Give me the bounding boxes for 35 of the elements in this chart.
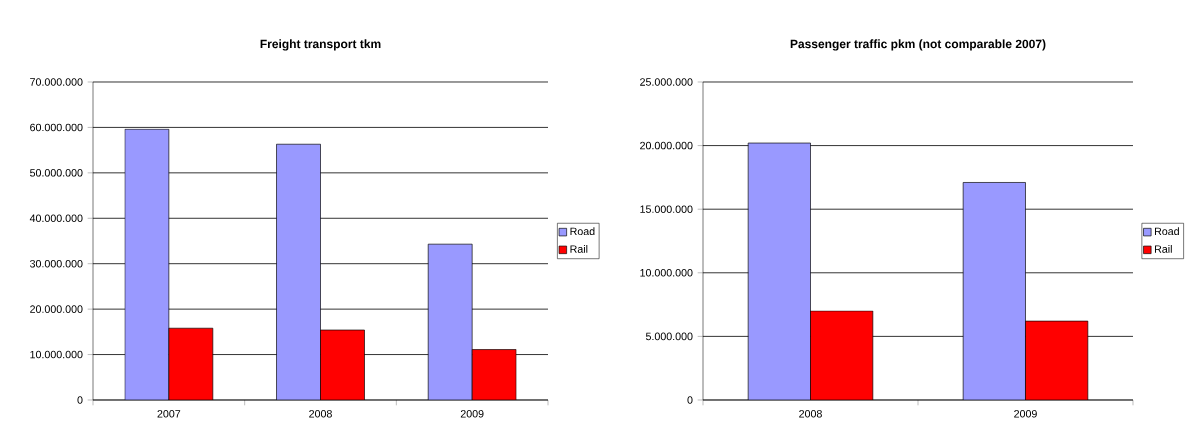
y-tick-label: 30.000.000 <box>29 259 83 268</box>
y-tick-label: 40.000.000 <box>29 214 83 223</box>
bar <box>1025 320 1089 400</box>
bar <box>276 144 321 400</box>
y-tick-label: 20.000.000 <box>640 141 693 150</box>
bar <box>168 328 213 400</box>
x-tick-label: 2008 <box>309 410 332 418</box>
y-tick-label: 15.000.000 <box>640 205 693 213</box>
y-tick-label: 60.000.000 <box>30 123 83 132</box>
legend-label: Rail <box>570 244 588 253</box>
x-tick-label: 2007 <box>157 410 181 418</box>
bar <box>124 129 169 400</box>
y-tick-label: 10.000.000 <box>640 269 693 277</box>
chart-title: Passenger traffic pkm (not comparable 2007) <box>790 39 1046 51</box>
y-tick-label: 20.000.000 <box>30 305 83 313</box>
legend-label: Rail <box>1155 244 1172 253</box>
y-tick-label: 0 <box>687 396 693 404</box>
bar <box>748 143 811 400</box>
y-tick-label: 70.000.000 <box>30 78 83 86</box>
legend-label: Road <box>570 227 595 236</box>
y-tick-label: 5.000.000 <box>645 332 693 341</box>
legend-label: Road <box>1155 227 1179 236</box>
y-tick-label: 10.000.000 <box>30 350 83 359</box>
bar <box>427 243 473 400</box>
bar <box>810 310 873 400</box>
x-tick-label: 2009 <box>1014 410 1037 418</box>
x-tick-label: 2008 <box>799 410 822 418</box>
bar <box>471 349 517 400</box>
y-tick-label: 50.000.000 <box>30 169 83 177</box>
x-tick-label: 2009 <box>460 410 484 418</box>
bar <box>962 182 1026 400</box>
bar <box>320 330 365 400</box>
y-tick-label: 25.000.000 <box>640 78 693 86</box>
chart-title: Freight transport tkm <box>260 39 381 51</box>
y-tick-label: 0 <box>77 396 83 404</box>
